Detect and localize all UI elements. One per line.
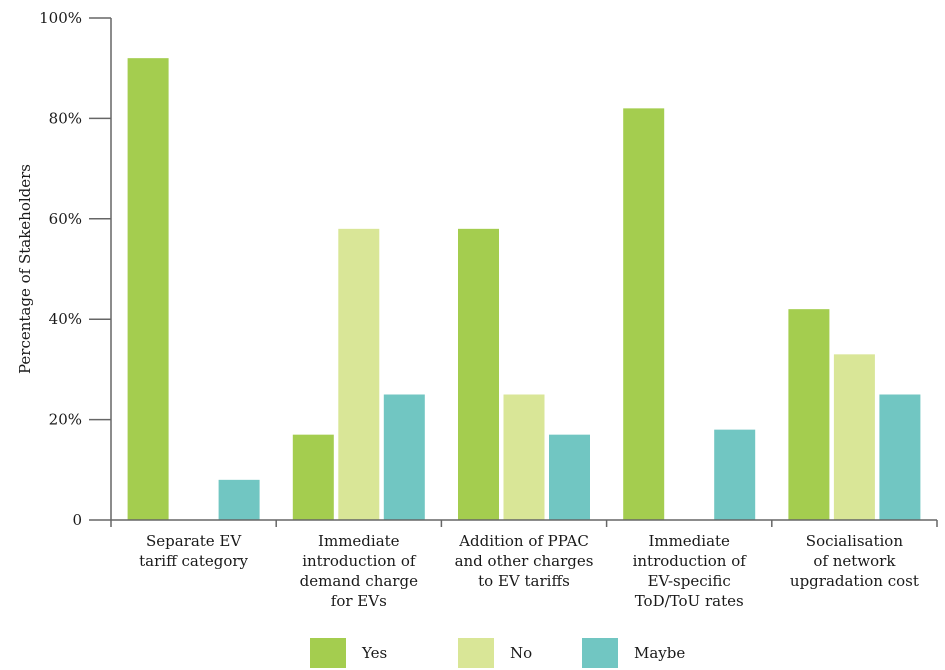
bar-no xyxy=(338,228,380,520)
bar-maybe xyxy=(549,434,590,520)
legend-swatch xyxy=(458,638,494,668)
legend-label: Maybe xyxy=(634,644,686,662)
x-category-label: Addition of PPAC and other charges to EV t… xyxy=(455,532,594,590)
y-tick-label: 20% xyxy=(49,411,82,429)
bar-yes xyxy=(623,108,665,521)
legend-item-no: No xyxy=(458,636,532,670)
y-tick-label: 0 xyxy=(72,511,82,529)
legend-label: Yes xyxy=(362,644,388,662)
bar-maybe xyxy=(218,479,260,520)
x-category-label: Separate EV tariff category xyxy=(139,532,248,570)
x-category-label: Socialisation of network upgradation cost xyxy=(790,532,919,590)
bar-yes xyxy=(458,228,499,520)
y-tick-label: 100% xyxy=(39,9,82,27)
bar-yes xyxy=(292,434,334,520)
bar-maybe xyxy=(714,429,756,520)
y-tick-label: 40% xyxy=(49,310,82,328)
legend-swatch xyxy=(582,638,618,668)
bar-yes xyxy=(127,58,169,520)
y-tick-label: 80% xyxy=(49,109,82,127)
legend-label: No xyxy=(510,644,533,662)
legend-item-yes: Yes xyxy=(310,636,387,670)
bar-yes xyxy=(788,309,830,520)
x-category-label: Immediate introduction of demand charge for… xyxy=(300,532,418,610)
legend-swatch xyxy=(310,638,346,668)
bar-maybe xyxy=(383,394,425,520)
bar-no xyxy=(503,394,545,520)
x-category-label: Immediate introduction of EV-specific ToD/T… xyxy=(633,532,748,610)
bar-chart: Percentage of Stakeholders 0 20% 40% 60% 80% 1… xyxy=(16,9,938,610)
bar-no xyxy=(833,354,875,520)
y-axis-label: Percentage of Stakeholders xyxy=(16,164,34,374)
y-tick-label: 60% xyxy=(49,210,82,228)
legend-item-maybe: Maybe xyxy=(582,636,685,670)
legend: Yes No Maybe xyxy=(0,636,945,670)
bar-maybe xyxy=(879,394,921,520)
